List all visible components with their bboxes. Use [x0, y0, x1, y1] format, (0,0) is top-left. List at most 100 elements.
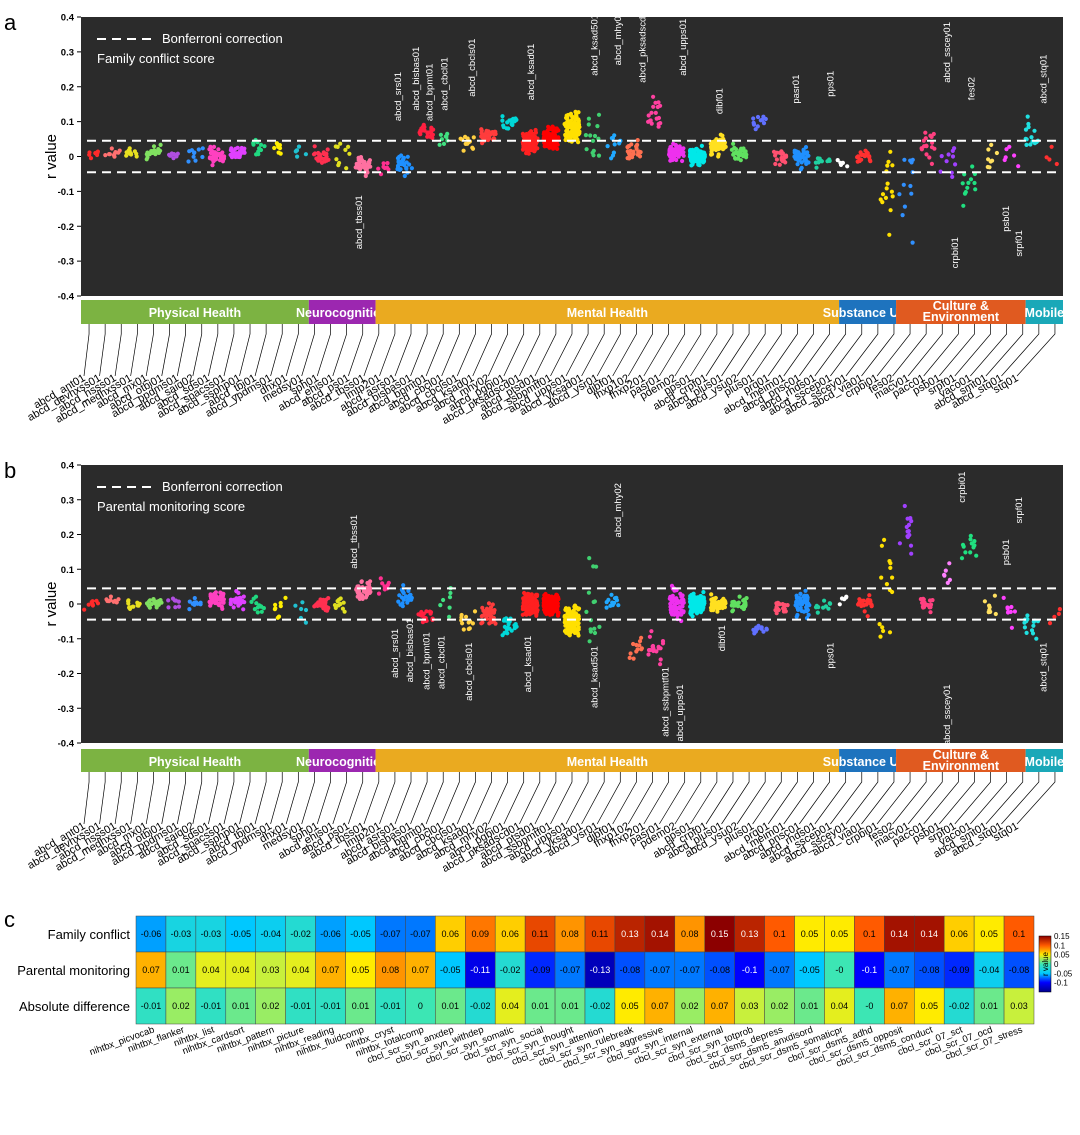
- data-point: [927, 598, 933, 603]
- heatmap-cell-value: 0.02: [771, 1001, 789, 1011]
- data-point: [646, 652, 651, 657]
- data-point: [651, 645, 656, 651]
- data-point: [862, 609, 867, 614]
- data-point: [324, 158, 329, 163]
- data-point: [1057, 607, 1062, 612]
- cluster: [1001, 595, 1018, 630]
- data-point: [465, 141, 470, 146]
- data-point: [107, 152, 112, 157]
- point-annotation: pps01: [825, 71, 836, 97]
- data-point: [837, 602, 842, 607]
- data-point: [586, 590, 592, 595]
- leader-line: [99, 324, 106, 377]
- leader-line: [472, 324, 492, 377]
- data-point: [1008, 609, 1013, 615]
- heatmap-cell-value: -0.01: [320, 1001, 341, 1011]
- data-point: [531, 134, 536, 139]
- cluster: [687, 590, 707, 619]
- data-point: [761, 121, 767, 126]
- leader-line: [643, 324, 669, 377]
- data-point: [890, 575, 895, 580]
- data-point: [501, 125, 506, 130]
- scatter-panel-a: a r value 0.4 0.3 0.2 0.1 0 -0.1 -0.2 -0.3 -0.4 Bon…: [4, 6, 1064, 427]
- cluster: [813, 598, 833, 615]
- data-point: [805, 599, 810, 604]
- data-point: [647, 634, 653, 639]
- data-point: [534, 593, 540, 599]
- data-point: [255, 610, 260, 615]
- cluster: [104, 594, 121, 605]
- data-point: [668, 145, 673, 150]
- data-point: [612, 142, 617, 147]
- cluster: [625, 138, 643, 161]
- data-point: [463, 614, 469, 619]
- heatmap-cell-value: 0.08: [681, 929, 699, 939]
- data-point: [634, 146, 639, 151]
- data-point: [532, 148, 537, 153]
- data-point: [987, 603, 992, 608]
- leader-line: [441, 324, 460, 377]
- data-point: [568, 130, 573, 135]
- data-point: [648, 648, 653, 653]
- data-point: [763, 116, 768, 122]
- data-point: [968, 537, 973, 542]
- data-point: [231, 605, 236, 610]
- data-point: [368, 579, 373, 584]
- data-point: [587, 639, 592, 644]
- data-point: [144, 152, 149, 157]
- cluster: [417, 122, 436, 141]
- category-label: Physical Health: [149, 306, 241, 320]
- data-point: [924, 143, 929, 148]
- plot-background: [81, 17, 1063, 296]
- data-point: [114, 600, 119, 605]
- data-point: [570, 612, 576, 618]
- data-point: [173, 598, 178, 603]
- data-point: [596, 112, 602, 117]
- leader-line: [721, 772, 750, 825]
- data-point: [634, 649, 639, 654]
- data-point: [397, 160, 402, 165]
- data-point: [479, 614, 484, 619]
- data-point: [258, 142, 264, 147]
- data-point: [861, 603, 867, 608]
- data-point: [888, 149, 893, 154]
- point-annotation: abcd_pksadscd01: [638, 6, 649, 83]
- data-point: [151, 597, 156, 602]
- data-point: [887, 559, 892, 564]
- heatmap-cell-value: -0.06: [141, 929, 162, 939]
- colorbar-tick: -0.1: [1054, 979, 1068, 988]
- data-point: [400, 604, 405, 609]
- data-point: [864, 150, 870, 155]
- data-point: [592, 630, 598, 636]
- data-point: [459, 612, 464, 618]
- data-point: [803, 588, 808, 593]
- data-point: [709, 592, 714, 597]
- cluster: [1022, 613, 1041, 641]
- data-point: [865, 614, 870, 619]
- leader-line: [503, 772, 525, 825]
- data-point: [113, 150, 118, 155]
- data-point: [376, 166, 381, 171]
- data-point: [861, 598, 866, 603]
- data-point: [544, 131, 550, 136]
- cluster: [855, 148, 873, 164]
- y-tick-label: 0.3: [61, 47, 74, 58]
- data-point: [500, 633, 505, 638]
- data-point: [209, 596, 214, 601]
- data-point: [1007, 144, 1012, 149]
- data-point: [635, 142, 640, 147]
- data-point: [430, 132, 435, 137]
- heatmap-cell: [1003, 951, 1035, 989]
- y-axis-title: r value: [43, 581, 60, 626]
- heatmap-cell: [524, 987, 556, 1025]
- heatmap-cell-value: -0: [835, 965, 843, 975]
- data-point: [103, 153, 108, 158]
- heatmap-cell: [225, 951, 256, 989]
- data-point: [982, 599, 988, 604]
- data-point: [885, 181, 890, 186]
- heatmap-cell: [824, 987, 855, 1025]
- data-point: [910, 157, 915, 162]
- heatmap-cell: [405, 987, 436, 1025]
- data-point: [479, 127, 484, 132]
- data-point: [815, 610, 820, 615]
